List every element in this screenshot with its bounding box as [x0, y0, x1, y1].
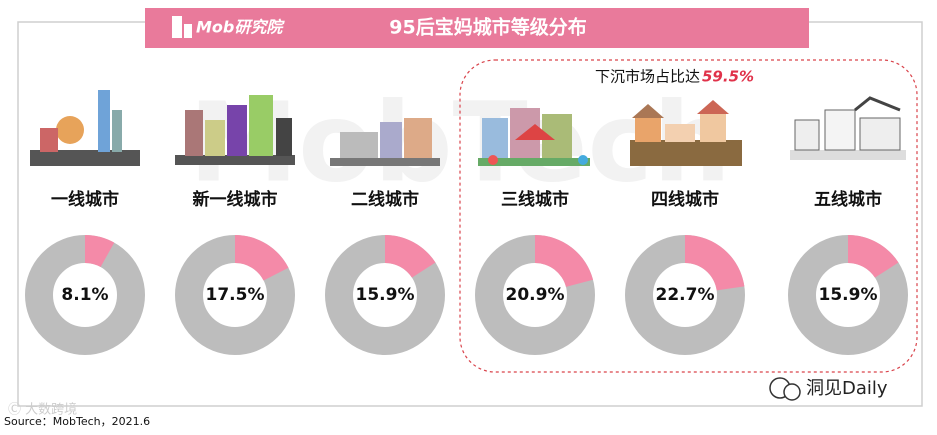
- header-title: 95后宝妈城市等级分布: [389, 16, 586, 39]
- value-label: 8.1%: [61, 285, 108, 305]
- donut-segment: [85, 235, 115, 268]
- illustrations: [30, 90, 906, 166]
- value-label: 15.9%: [819, 285, 878, 305]
- value-label: 17.5%: [206, 285, 265, 305]
- donut-segment: [848, 235, 899, 278]
- donut-segment: [385, 235, 436, 278]
- faint-logo: Ⓒ 大数跨境: [8, 403, 77, 418]
- watermark: 洞见Daily: [806, 378, 888, 399]
- brand: Mob研究院: [196, 18, 285, 37]
- city-label: 一线城市: [51, 189, 119, 210]
- city-label: 二线城市: [351, 189, 419, 210]
- city-label: 三线城市: [501, 189, 569, 210]
- header-bar: [145, 8, 809, 48]
- city-label: 四线城市: [651, 189, 719, 210]
- donut-segment: [535, 235, 594, 287]
- annotation-value: 59.5%: [702, 68, 754, 86]
- logo-icon: [184, 24, 192, 38]
- wechat-icon: [783, 383, 801, 401]
- donut-segment: [235, 235, 289, 281]
- city-label: 五线城市: [814, 189, 882, 210]
- value-label: 15.9%: [356, 285, 415, 305]
- lower-tier-box: [459, 59, 918, 373]
- annotation-text: 下沉市场占比达: [595, 68, 700, 86]
- city-label: 新一线城市: [193, 189, 278, 210]
- donut-segment: [685, 235, 745, 291]
- source: Source：MobTech，2021.6: [4, 415, 150, 428]
- logo-icon: [172, 16, 182, 38]
- value-label: 20.9%: [506, 285, 565, 305]
- value-label: 22.7%: [656, 285, 715, 305]
